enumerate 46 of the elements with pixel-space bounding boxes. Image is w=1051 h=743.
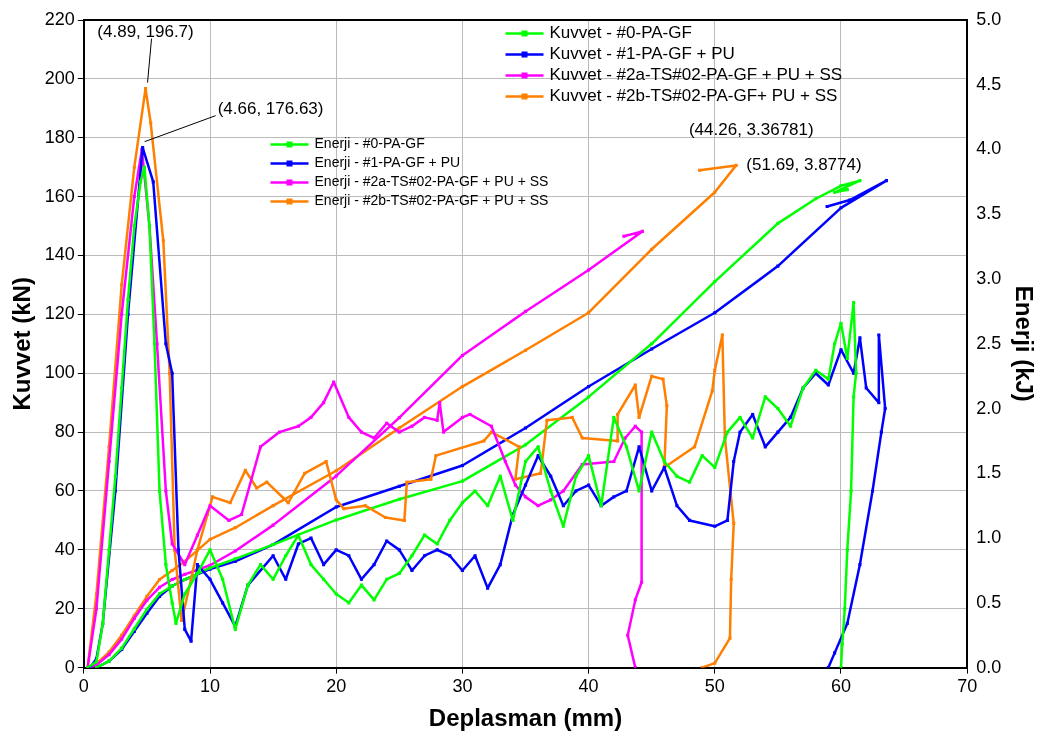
legend-label: Enerji - #2b-TS#02-PA-GF + PU + SS [314,192,549,209]
y-tick-label: 200 [44,67,75,88]
legend-label: Kuvvet - #2a-TS#02-PA-GF + PU + SS [549,65,843,85]
y2-tick-label: 2.0 [976,397,1002,418]
y-tick-label: 100 [44,362,75,383]
y2-axis-title: Enerji (kJ) [1010,285,1038,402]
y-axis-title: Kuvvet (kN) [8,277,36,411]
y-tick-label: 120 [44,303,75,324]
y2-tick-label: 1.0 [976,527,1002,548]
y-tick-label: 40 [54,538,75,559]
y2-tick-label: 2.5 [976,332,1002,353]
x-tick-label: 30 [452,676,473,697]
annotation: (44.26, 3.36781) [688,119,814,139]
y-tick-label: 60 [54,479,75,500]
legend-label: Kuvvet - #1-PA-GF + PU [549,44,735,64]
x-tick-label: 10 [200,676,221,697]
annotation: (51.69, 3.8774) [746,155,862,175]
annotation: (4.66, 176.63) [217,98,324,118]
legend-label: Kuvvet - #0-PA-GF [549,23,692,43]
y-tick-label: 140 [44,244,75,265]
x-tick-label: 60 [830,676,851,697]
x-tick-label: 40 [578,676,599,697]
legend-label: Enerji - #1-PA-GF + PU [314,154,461,171]
y2-tick-label: 5.0 [976,8,1002,29]
legend-label: Enerji - #0-PA-GF [314,135,425,152]
x-tick-label: 50 [704,676,725,697]
y2-tick-label: 4.0 [976,138,1002,159]
y2-tick-label: 0.5 [976,591,1002,612]
x-tick-label: 20 [326,676,347,697]
y2-tick-label: 3.0 [976,268,1002,289]
y-tick-label: 220 [44,8,75,29]
y-tick-label: 180 [44,126,75,147]
legend-label: Kuvvet - #2b-TS#02-PA-GF+ PU + SS [549,86,838,106]
y-tick-label: 160 [44,185,75,206]
y-tick-label: 80 [54,421,75,442]
x-axis-title: Deplasman (mm) [428,704,623,732]
y2-tick-label: 4.5 [976,73,1002,94]
y2-tick-label: 1.5 [976,462,1002,483]
legend-label: Enerji - #2a-TS#02-PA-GF + PU + SS [314,173,549,190]
y2-tick-label: 3.5 [976,203,1002,224]
x-tick-label: 70 [957,676,978,697]
annotation: (4.89, 196.7) [97,21,194,41]
y2-tick-label: 0.0 [976,656,1002,677]
y-tick-label: 20 [54,597,75,618]
y-tick-label: 0 [64,656,75,677]
x-tick-label: 0 [78,676,89,697]
